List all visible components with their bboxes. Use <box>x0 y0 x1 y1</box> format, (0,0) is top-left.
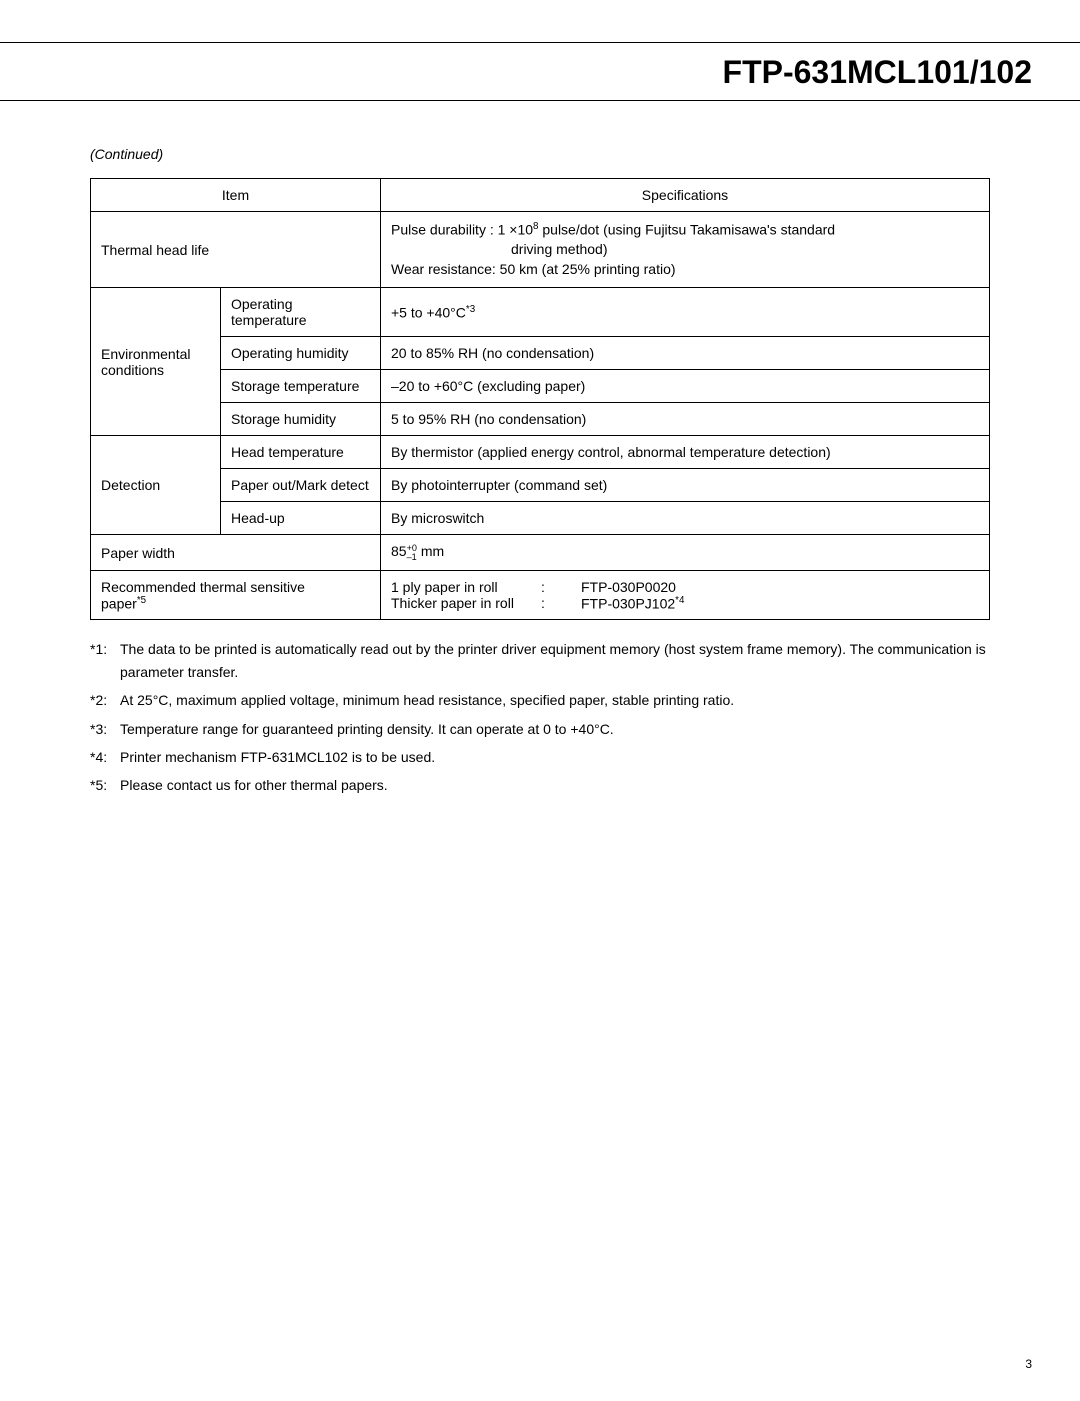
head-temp-label: Head temperature <box>221 436 381 469</box>
spec-text: Wear resistance: 50 km (at 25% printing … <box>391 261 676 277</box>
superscript: *4 <box>675 595 684 606</box>
table-row: Paper width 85+0–1 mm <box>91 535 990 570</box>
paper-out-label: Paper out/Mark detect <box>221 469 381 502</box>
table-row: Recommended thermal sensitive paper*5 1 … <box>91 570 990 620</box>
op-hum-spec: 20 to 85% RH (no condensation) <box>381 337 990 370</box>
footnote: *1: The data to be printed is automatica… <box>90 638 990 683</box>
spec-text: mm <box>417 543 444 559</box>
recommended-label: Recommended thermal sensitive paper*5 <box>91 570 381 620</box>
paper-spec-row: 1 ply paper in roll : FTP-030P0020 <box>391 579 979 595</box>
environmental-label: Environmental conditions <box>91 288 221 436</box>
thermal-head-label: Thermal head life <box>91 212 381 288</box>
paper-width-spec: 85+0–1 mm <box>381 535 990 570</box>
table-row: Head-up By microswitch <box>91 502 990 535</box>
footnote: *2: At 25°C, maximum applied voltage, mi… <box>90 689 990 711</box>
spec-text: +5 to +40°C <box>391 305 466 321</box>
spec-separator: : <box>541 579 581 595</box>
table-row: Thermal head life Pulse durability : 1 ×… <box>91 212 990 288</box>
footnote: *3: Temperature range for guaranteed pri… <box>90 718 990 740</box>
continued-label: (Continued) <box>90 146 990 162</box>
header-spec: Specifications <box>381 179 990 212</box>
head-up-spec: By microswitch <box>381 502 990 535</box>
paper-width-label: Paper width <box>91 535 381 570</box>
table-row: Detection Head temperature By thermistor… <box>91 436 990 469</box>
superscript: *5 <box>137 595 146 606</box>
table-row: Storage humidity 5 to 95% RH (no condens… <box>91 403 990 436</box>
spec-text: 85 <box>391 543 407 559</box>
head-temp-spec: By thermistor (applied energy control, a… <box>381 436 990 469</box>
spec-separator: : <box>541 595 581 612</box>
document-title: FTP-631MCL101/102 <box>723 54 1032 91</box>
table-row: Storage temperature –20 to +60°C (exclud… <box>91 370 990 403</box>
st-hum-label: Storage humidity <box>221 403 381 436</box>
footnote: *4: Printer mechanism FTP-631MCL102 is t… <box>90 746 990 768</box>
thermal-head-spec: Pulse durability : 1 ×108 pulse/dot (usi… <box>381 212 990 288</box>
footnote-number: *2: <box>90 689 120 711</box>
footnote-number: *3: <box>90 718 120 740</box>
subscript: –1 <box>407 552 417 562</box>
spec-text: driving method) <box>391 240 608 260</box>
table-row: Operating humidity 20 to 85% RH (no cond… <box>91 337 990 370</box>
header-item: Item <box>91 179 381 212</box>
spec-label: 1 ply paper in roll <box>391 579 541 595</box>
page-number: 3 <box>1025 1357 1032 1371</box>
label-text: conditions <box>101 362 164 378</box>
footnote-text: At 25°C, maximum applied voltage, minimu… <box>120 689 990 711</box>
op-temp-label: Operating temperature <box>221 288 381 337</box>
st-temp-spec: –20 to +60°C (excluding paper) <box>381 370 990 403</box>
detection-label: Detection <box>91 436 221 535</box>
spec-value: FTP-030PJ102*4 <box>581 595 684 612</box>
specifications-table: Item Specifications Thermal head life Pu… <box>90 178 990 620</box>
header-divider <box>0 100 1080 101</box>
table-header-row: Item Specifications <box>91 179 990 212</box>
footnote-text: Printer mechanism FTP-631MCL102 is to be… <box>120 746 990 768</box>
footnote-number: *4: <box>90 746 120 768</box>
st-hum-spec: 5 to 95% RH (no condensation) <box>381 403 990 436</box>
op-temp-spec: +5 to +40°C*3 <box>381 288 990 337</box>
spec-label: Thicker paper in roll <box>391 595 541 612</box>
label-text: paper <box>101 595 137 611</box>
spec-text: pulse/dot (using Fujitsu Takamisawa's st… <box>538 222 835 238</box>
superscript: *3 <box>466 304 475 315</box>
op-hum-label: Operating humidity <box>221 337 381 370</box>
label-text: Environmental <box>101 346 191 362</box>
content-area: (Continued) Item Specifications Thermal … <box>90 146 990 803</box>
paper-spec-row: Thicker paper in roll : FTP-030PJ102*4 <box>391 595 979 612</box>
table-row: Environmental conditions Operating tempe… <box>91 288 990 337</box>
head-up-label: Head-up <box>221 502 381 535</box>
recommended-spec: 1 ply paper in roll : FTP-030P0020 Thick… <box>381 570 990 620</box>
footnote-text: Please contact us for other thermal pape… <box>120 774 990 796</box>
label-text: Recommended thermal sensitive <box>101 579 305 595</box>
top-divider <box>0 42 1080 43</box>
footnote-number: *1: <box>90 638 120 683</box>
footnotes-section: *1: The data to be printed is automatica… <box>90 638 990 796</box>
footnote-number: *5: <box>90 774 120 796</box>
st-temp-label: Storage temperature <box>221 370 381 403</box>
footnote: *5: Please contact us for other thermal … <box>90 774 990 796</box>
spec-text: Pulse durability : 1 ×10 <box>391 222 533 238</box>
footnote-text: The data to be printed is automatically … <box>120 638 990 683</box>
spec-value: FTP-030P0020 <box>581 579 676 595</box>
footnote-text: Temperature range for guaranteed printin… <box>120 718 990 740</box>
paper-out-spec: By photointerrupter (command set) <box>381 469 990 502</box>
table-row: Paper out/Mark detect By photointerrupte… <box>91 469 990 502</box>
